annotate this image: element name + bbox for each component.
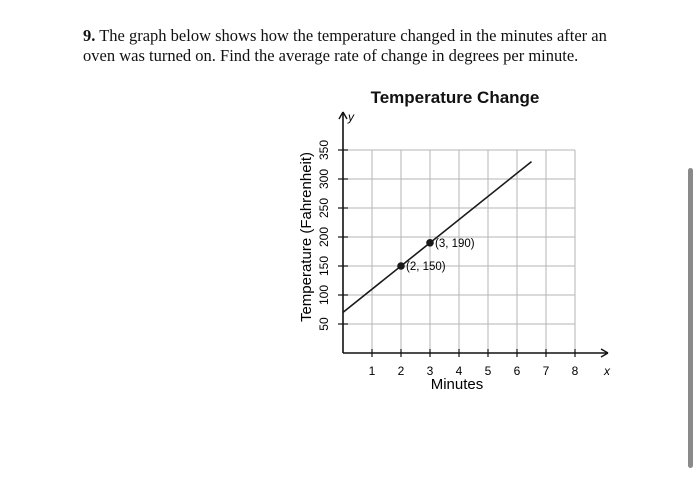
x-tick-label: 2 [398, 364, 405, 378]
chart-title: Temperature Change [370, 88, 540, 107]
y-tick-label: 200 [317, 227, 331, 247]
x-axis-symbol: x [603, 364, 611, 378]
x-tick-label: 1 [369, 364, 376, 378]
question-text: 9. The graph below shows how the tempera… [83, 26, 643, 66]
y-tick-label: 300 [317, 169, 331, 189]
y-axis-arrow [338, 111, 348, 120]
y-tick-label: 250 [317, 198, 331, 218]
x-tick-label: 5 [485, 364, 492, 378]
x-axis-title: Minutes [431, 376, 484, 393]
temperature-line [342, 160, 532, 314]
question-body: The graph below shows how the temperatur… [83, 26, 607, 65]
x-tick-label: 3 [427, 364, 434, 378]
x-axis-arrow [600, 348, 609, 358]
x-tick-label: 7 [543, 364, 550, 378]
x-tick-label: 4 [456, 364, 463, 378]
scrollbar[interactable] [688, 168, 693, 468]
question-number: 9. [83, 26, 96, 45]
data-point-label: (3, 190) [435, 238, 475, 250]
y-tick-label: 50 [317, 317, 331, 331]
y-axis-title: Temperature (Fahrenheit) [298, 152, 315, 322]
data-point [426, 239, 434, 247]
y-axis-symbol: y [347, 110, 355, 124]
y-tick-label: 150 [317, 256, 331, 276]
x-tick-label: 6 [514, 364, 521, 378]
y-tick-label: 100 [317, 285, 331, 305]
data-point-label: (2, 150) [406, 261, 446, 273]
data-point [397, 262, 405, 270]
y-tick-label: 350 [317, 140, 331, 160]
x-tick-label: 8 [572, 364, 579, 378]
